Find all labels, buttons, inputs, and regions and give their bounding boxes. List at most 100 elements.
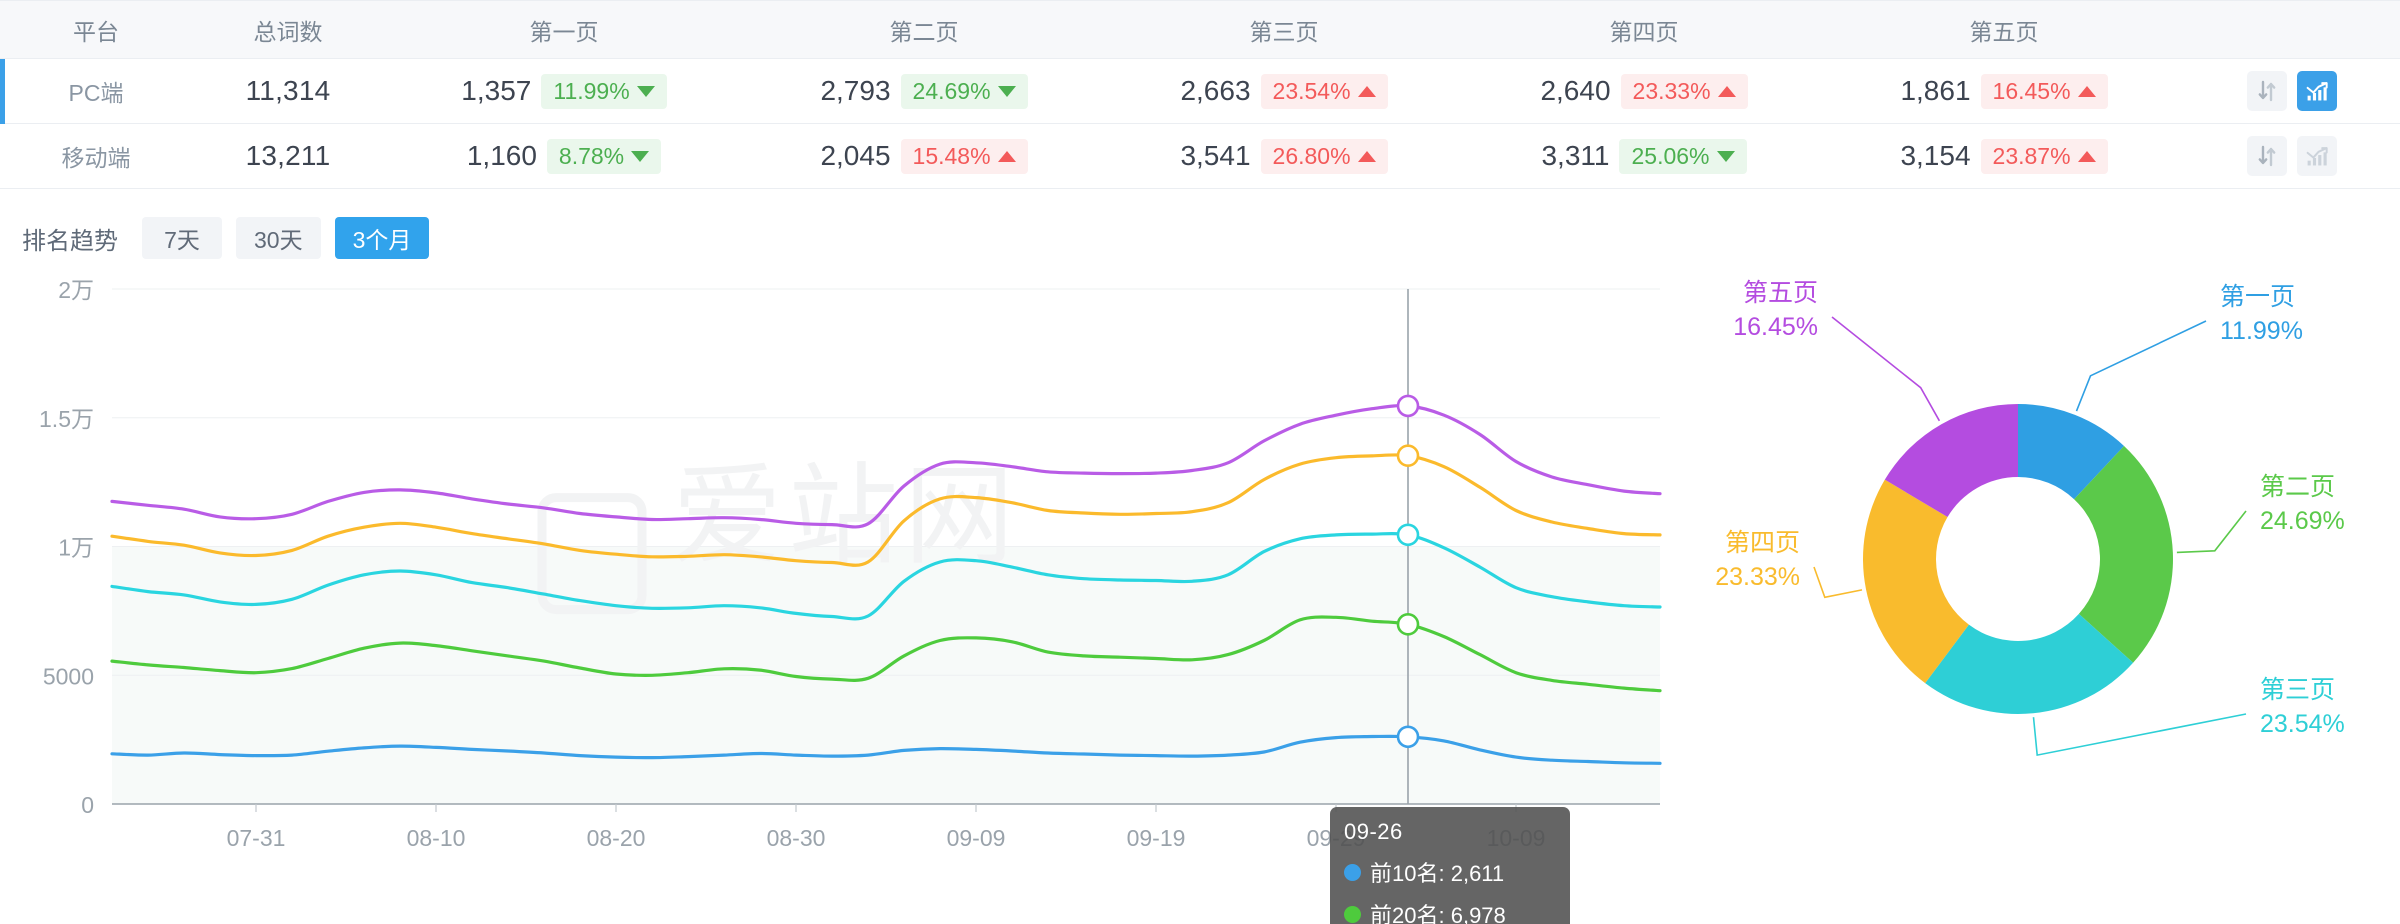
table-row[interactable]: 移动端 13,211 1,160 8.78% 2,045 15.48% 3,	[0, 123, 2400, 189]
col-header-total: 总词数	[192, 0, 384, 59]
triangle-down-icon	[997, 85, 1016, 97]
donut-value: 16.45%	[1733, 313, 1818, 341]
trend-toolbar: 排名趋势 7天 30天 3个月	[0, 189, 2400, 259]
chart-icon[interactable]	[2297, 136, 2338, 176]
table-row[interactable]: PC端 11,314 1,357 11.99% 2,793 24.69% 2	[0, 58, 2400, 124]
change-badge: 26.80%	[1260, 138, 1388, 174]
table-header-row: 平台 总词数 第一页 第二页 第三页 第四页 第五页	[0, 0, 2400, 59]
change-pct: 11.99%	[553, 77, 630, 104]
cell-page-4: 2,640 23.33%	[1464, 58, 1824, 124]
change-pct: 25.06%	[1631, 142, 1710, 169]
change-badge: 23.87%	[1980, 138, 2108, 174]
change-pct: 16.45%	[1992, 77, 2071, 104]
change-badge: 24.69%	[900, 73, 1028, 109]
y-axis-tick-label: 0	[81, 792, 94, 818]
change-badge: 16.45%	[1980, 73, 2108, 109]
col-header-actions	[2184, 0, 2400, 59]
change-badge: 23.54%	[1260, 73, 1388, 109]
col-header-page-3: 第三页	[1104, 0, 1464, 59]
cell-page-3: 2,663 23.54%	[1104, 58, 1464, 124]
triangle-up-icon	[2077, 85, 2096, 97]
cell-page-3: 3,541 26.80%	[1104, 123, 1464, 189]
page-count: 1,357	[461, 75, 532, 106]
cell-platform: 移动端	[0, 123, 192, 189]
cell-page-1: 1,160 8.78%	[384, 123, 744, 189]
col-header-platform: 平台	[0, 0, 192, 59]
donut-slice[interactable]	[2018, 404, 2125, 500]
change-pct: 26.80%	[1272, 142, 1351, 169]
page-count: 3,311	[1541, 140, 1610, 171]
change-pct: 15.48%	[912, 142, 991, 169]
cell-platform: PC端	[0, 58, 192, 124]
tooltip-label: 前20名: 6,978	[1370, 903, 1506, 924]
donut-label: 第五页	[1743, 279, 1818, 307]
x-axis-tick-label: 09-09	[947, 825, 1006, 851]
table-header: 平台 总词数 第一页 第二页 第三页 第四页 第五页	[0, 0, 2400, 59]
change-badge: 11.99%	[541, 73, 667, 109]
x-axis-tick-label: 07-31	[227, 825, 286, 851]
change-badge: 25.06%	[1619, 138, 1747, 174]
tooltip-date: 09-26	[1344, 819, 1403, 844]
y-axis-tick-label: 1万	[58, 535, 94, 561]
series-dot-icon	[1344, 905, 1361, 923]
change-badge: 23.33%	[1620, 73, 1748, 109]
tab-3months[interactable]: 3个月	[334, 217, 430, 259]
donut-label: 第一页	[2220, 283, 2295, 311]
series-dot-icon	[1344, 863, 1361, 881]
cell-page-5: 1,861 16.45%	[1824, 58, 2184, 124]
tooltip-row: 前20名: 6,978	[1344, 893, 1556, 924]
table-body: PC端 11,314 1,357 11.99% 2,793 24.69% 2	[0, 58, 2400, 189]
y-axis-tick-label: 2万	[58, 277, 94, 303]
tab-7days[interactable]: 7天	[142, 217, 222, 259]
sort-icon[interactable]	[2246, 136, 2287, 176]
cell-total: 13,211	[192, 123, 384, 189]
change-pct: 8.78%	[558, 142, 625, 169]
page-count: 2,640	[1540, 75, 1611, 106]
col-header-page-5: 第五页	[1824, 0, 2184, 59]
change-pct: 23.33%	[1632, 77, 1711, 104]
change-badge: 8.78%	[546, 138, 662, 174]
page-count: 2,793	[820, 75, 891, 106]
triangle-down-icon	[1716, 150, 1735, 162]
triangle-up-icon	[2077, 150, 2096, 162]
donut-slice[interactable]	[2074, 445, 2173, 663]
change-pct: 23.87%	[1992, 142, 2071, 169]
triangle-down-icon	[631, 150, 650, 162]
donut-slice[interactable]	[1863, 479, 1969, 684]
chart-icon[interactable]	[2297, 71, 2338, 111]
change-pct: 24.69%	[912, 77, 991, 104]
donut-slice[interactable]	[1925, 613, 2134, 714]
cell-page-5: 3,154 23.87%	[1824, 123, 2184, 189]
page-count: 2,663	[1180, 75, 1251, 106]
tab-30days[interactable]: 30天	[236, 217, 321, 259]
watermark-logo-icon	[537, 493, 647, 615]
cell-actions	[2184, 58, 2400, 124]
series-marker	[1396, 725, 1420, 749]
y-axis-tick-label: 5000	[43, 663, 94, 689]
donut-value: 23.54%	[2260, 710, 2345, 738]
donut-label: 第四页	[1725, 529, 1800, 557]
sort-icon[interactable]	[2246, 71, 2287, 111]
cell-page-4: 3,311 25.06%	[1464, 123, 1824, 189]
triangle-up-icon	[1357, 150, 1376, 162]
triangle-up-icon	[1357, 85, 1376, 97]
x-axis-tick-label: 08-30	[767, 825, 826, 851]
donut-label: 第二页	[2260, 473, 2335, 501]
tooltip-row: 前10名: 2,611	[1344, 851, 1556, 893]
donut-value: 11.99%	[2220, 317, 2303, 345]
page-count: 3,154	[1900, 140, 1971, 171]
triangle-down-icon	[636, 85, 655, 97]
donut-leader-line	[2032, 713, 2247, 757]
tooltip-label: 前10名: 2,611	[1370, 861, 1505, 886]
donut-value: 23.33%	[1715, 563, 1800, 591]
cell-page-2: 2,045 15.48%	[744, 123, 1104, 189]
page-count: 2,045	[820, 140, 891, 171]
donut-slice[interactable]	[1884, 404, 2018, 518]
donut-leader-line	[2075, 320, 2207, 412]
cell-total: 11,314	[192, 58, 384, 124]
charts-area: 0 5000 1万 1.5万 2万 爱站网 07-31 08-10 08-20 08-30 09-0…	[0, 259, 2400, 924]
donut-leader-line	[1831, 316, 1941, 422]
page-distribution-donut-chart[interactable]: 第一页 11.99% 第二页 24.69% 第三页 23.54% 第四页 23.33% 第五页 1…	[1700, 269, 2400, 829]
x-axis-tick-label: 08-20	[587, 825, 646, 851]
